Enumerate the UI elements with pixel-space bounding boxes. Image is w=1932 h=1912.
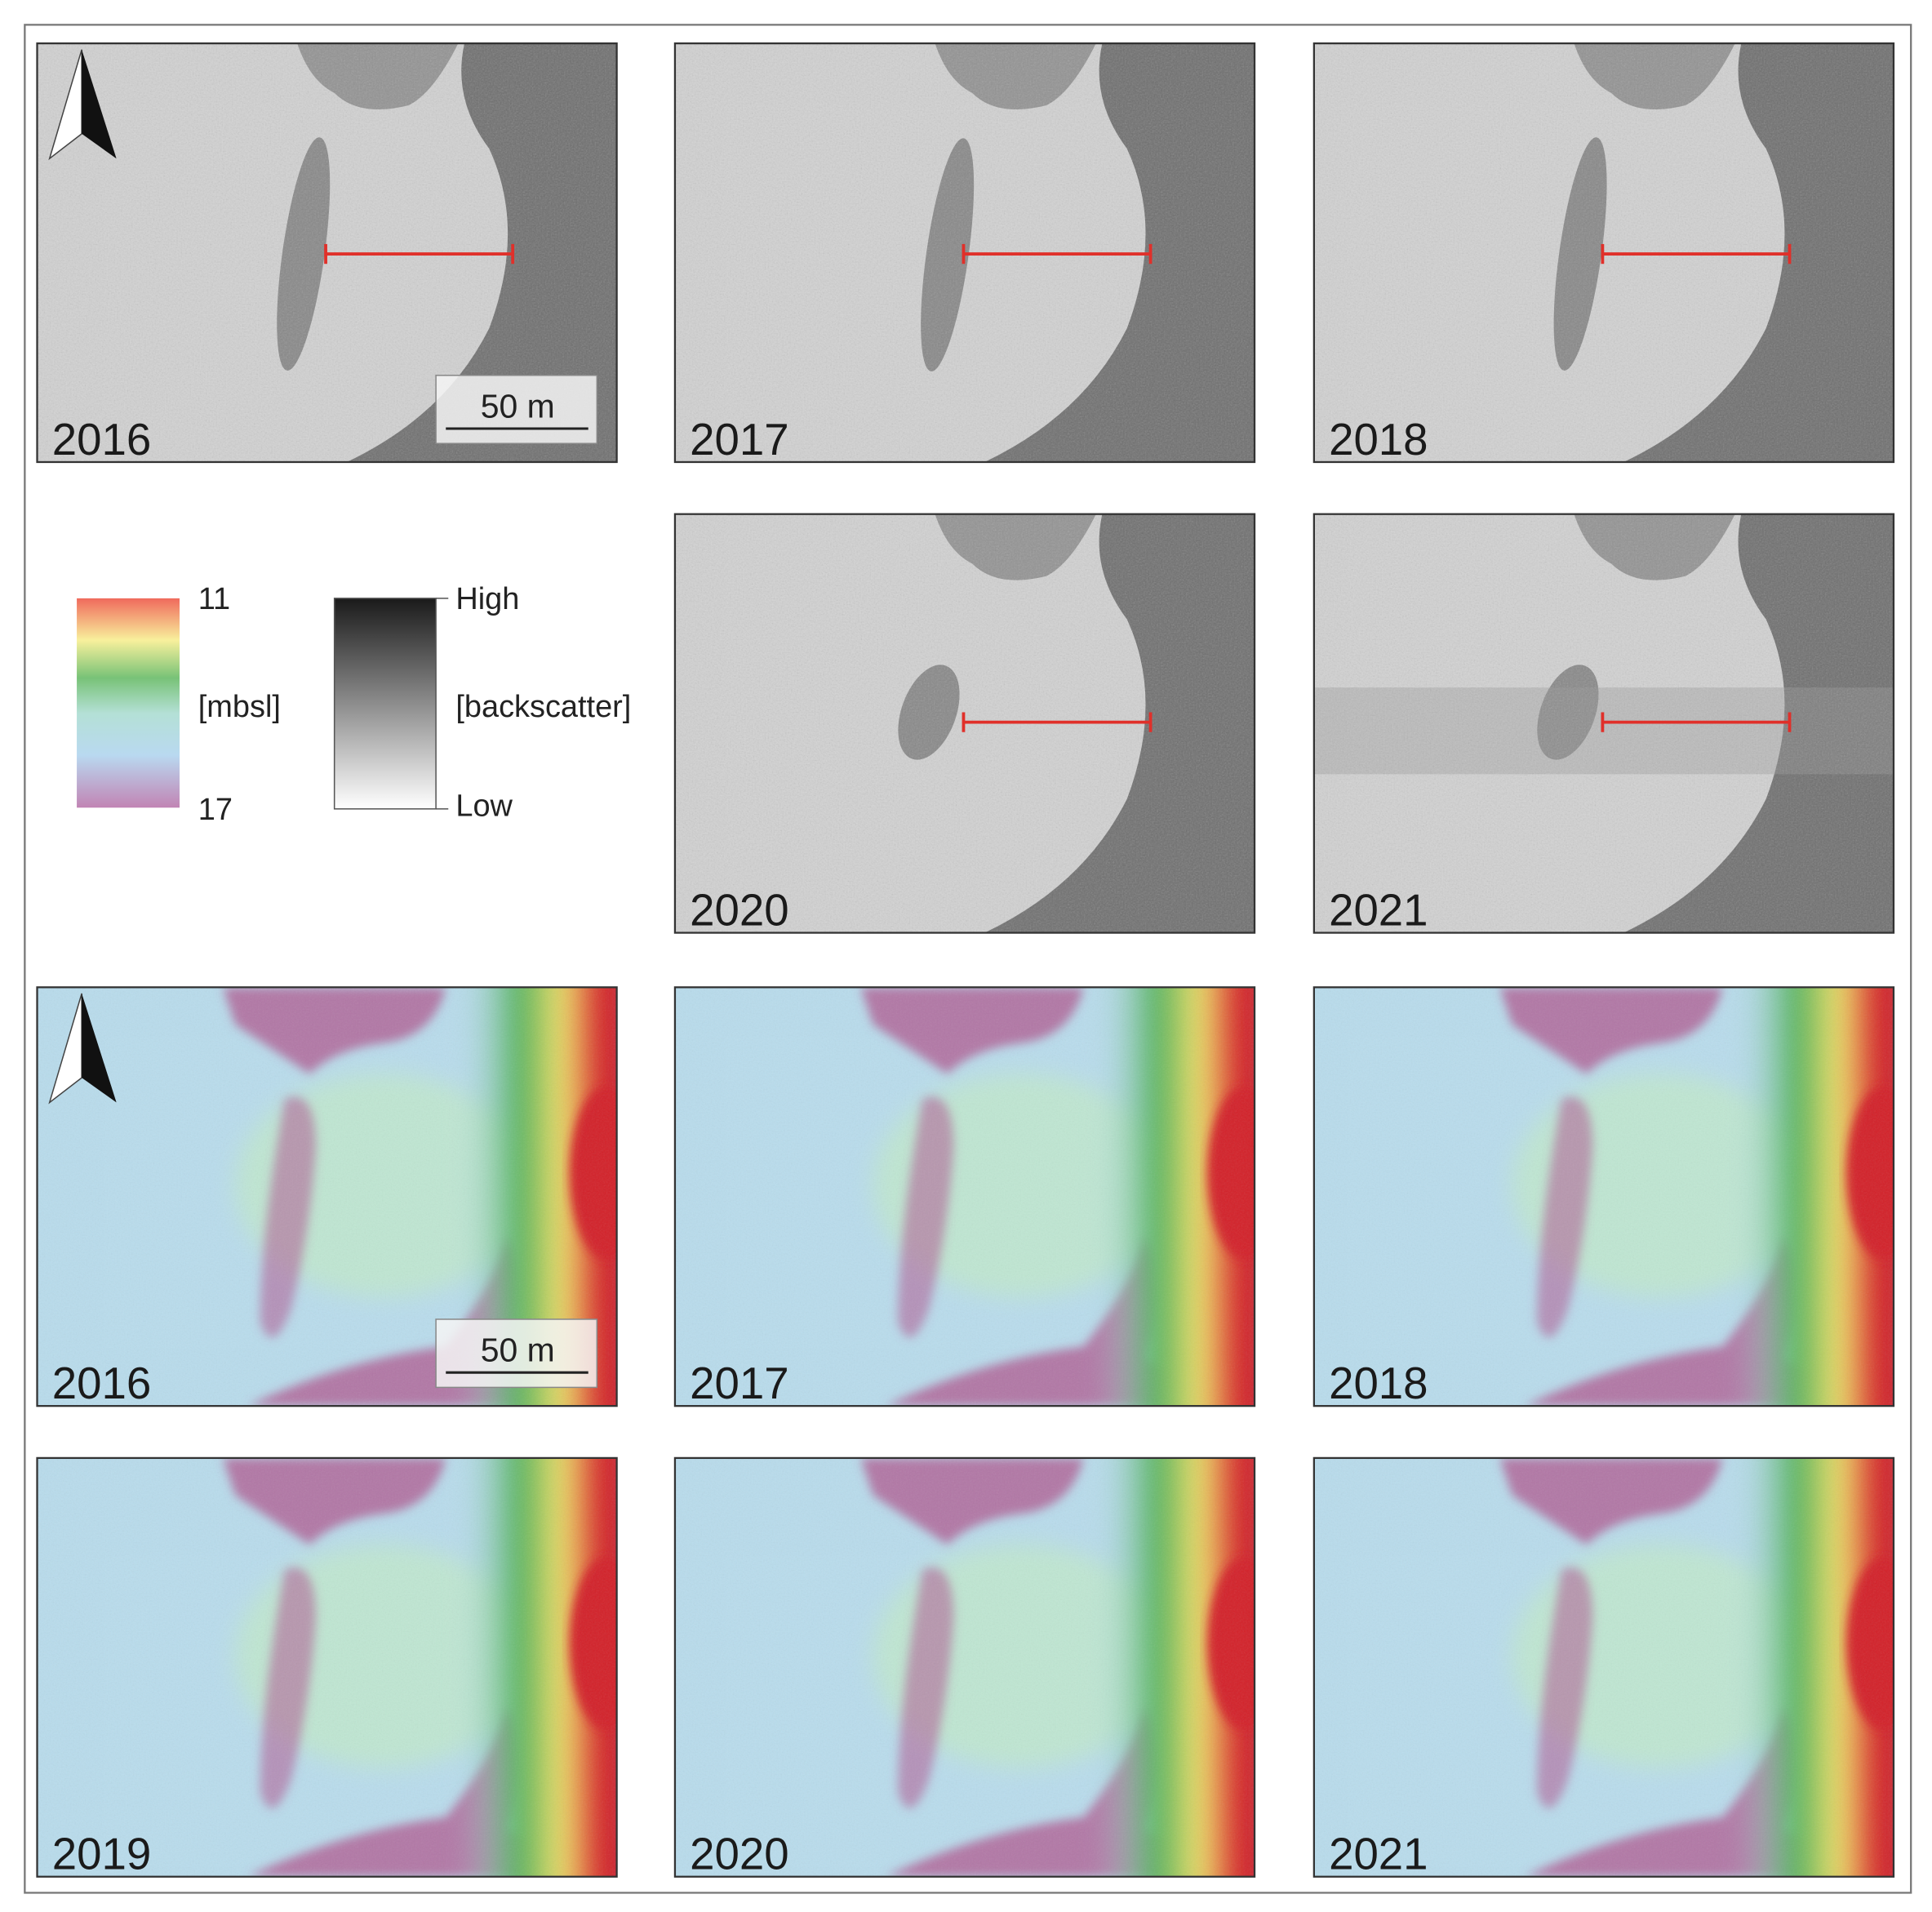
- year-label: 2019: [52, 1830, 152, 1879]
- scale-label: 50 m: [481, 387, 555, 425]
- north-arrow-dark: [82, 993, 117, 1103]
- bathymetry-panel: 2021: [1312, 1456, 1895, 1879]
- panel-image: [37, 1457, 617, 1877]
- year-label: 2021: [1329, 885, 1428, 935]
- depth-colorbar: [77, 598, 180, 808]
- panel-image: [674, 1457, 1255, 1877]
- texture: [1313, 987, 1894, 1407]
- panel-border: [36, 986, 618, 1407]
- scale-box: [435, 1318, 598, 1389]
- year-label: 2020: [690, 1830, 789, 1879]
- panel-border: [1312, 986, 1895, 1407]
- bathymetry-panel: 2019: [36, 1456, 618, 1879]
- bathymetry-panel: 2020: [673, 1456, 1256, 1879]
- panel-border: [673, 42, 1256, 464]
- scale-label: 50 m: [481, 1332, 555, 1369]
- year-label: 2017: [690, 1358, 789, 1408]
- backscatter-top: High: [455, 582, 519, 616]
- panel-image: [1313, 1457, 1894, 1877]
- panel-border: [36, 1456, 618, 1878]
- backscatter-panel: 2017: [673, 42, 1256, 465]
- texture: [1313, 1457, 1894, 1877]
- depth-top: 11: [198, 582, 230, 616]
- backscatter-unit: [backscatter]: [455, 690, 631, 724]
- backscatter-panel: 2021: [1312, 513, 1895, 935]
- north-arrow-dark: [82, 49, 117, 159]
- texture: [37, 1457, 617, 1877]
- depth-bottom: 17: [198, 793, 233, 827]
- bathymetry-panel: 50 m 2016: [36, 986, 618, 1408]
- year-label: 2017: [690, 415, 789, 465]
- scale-box: [435, 375, 598, 444]
- panel-border: [1312, 513, 1895, 934]
- panel-image: [674, 987, 1255, 1407]
- backscatter-panel: 2018: [1312, 42, 1895, 465]
- panel-border: [673, 986, 1256, 1407]
- depth-legend: 11 [mbsl] 17: [77, 582, 281, 827]
- panel-border: [673, 1456, 1256, 1878]
- panel-border: [673, 513, 1256, 934]
- year-label: 2016: [52, 1358, 152, 1408]
- panel-border: [1312, 42, 1895, 464]
- year-label: 2021: [1329, 1830, 1428, 1879]
- bathymetry-panel: 2018: [1312, 986, 1895, 1408]
- backscatter-panel: 2020: [673, 513, 1256, 935]
- year-label: 2018: [1329, 415, 1428, 465]
- backscatter-legend: High [backscatter] Low: [333, 582, 631, 823]
- backscatter-panel: 50 m 2016: [36, 42, 618, 465]
- year-label: 2018: [1329, 1358, 1428, 1408]
- backscatter-bottom: Low: [455, 789, 513, 823]
- year-label: 2020: [690, 885, 789, 935]
- backscatter-colorbar: [333, 598, 437, 810]
- panel-image: [674, 514, 1255, 933]
- bathymetry-panel: 2017: [673, 986, 1256, 1408]
- panel-image: [1313, 987, 1894, 1407]
- panel-border: [36, 42, 618, 464]
- texture: [674, 987, 1255, 1407]
- depth-unit: [mbsl]: [198, 690, 281, 724]
- panel-border: [1312, 1456, 1895, 1878]
- texture: [674, 1457, 1255, 1877]
- year-label: 2016: [52, 415, 152, 465]
